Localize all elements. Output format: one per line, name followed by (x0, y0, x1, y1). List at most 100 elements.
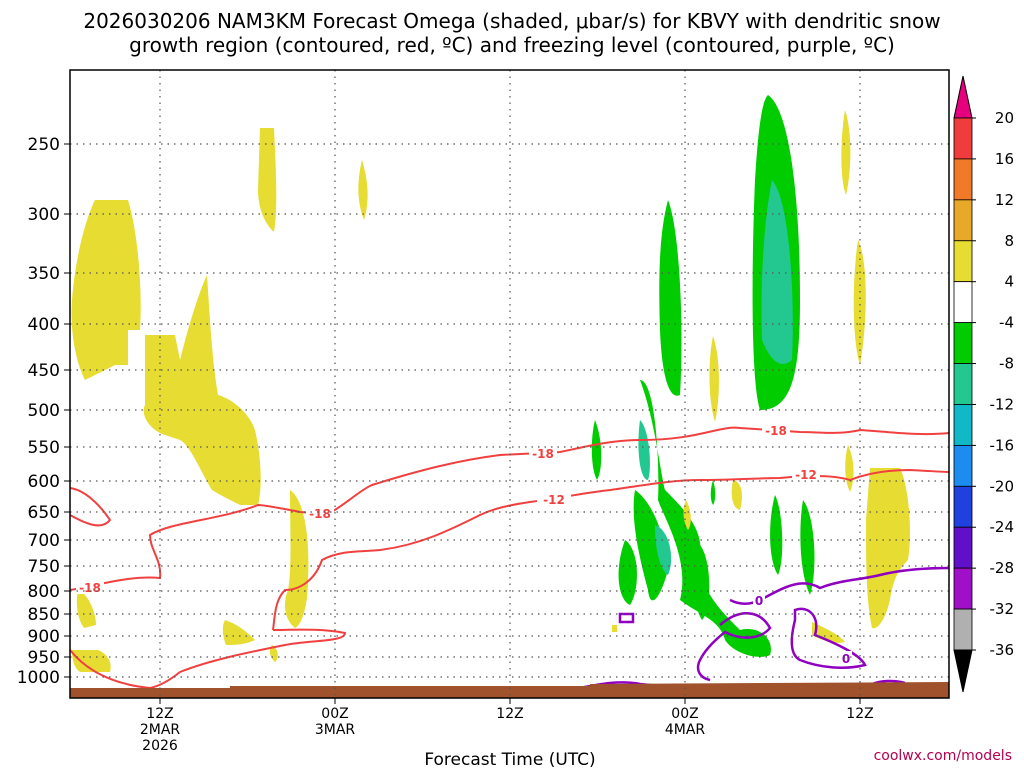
omega-rising-region (694, 545, 710, 620)
colorbar-segment (953, 567, 973, 610)
y-tick-label: 800 (28, 582, 60, 602)
source-credit: coolwx.com/models (874, 748, 1012, 764)
colorbar-segment (953, 158, 973, 201)
x-tick-label: 2026 (142, 738, 178, 754)
y-tick-label: 350 (28, 264, 60, 284)
colorbar-label: -20 (990, 477, 1015, 495)
colorbar-label: 16 (995, 150, 1014, 168)
colorbar-label: 20 (995, 109, 1014, 127)
colorbar-label: 4 (1004, 273, 1014, 291)
y-tick-label: 650 (28, 503, 60, 523)
omega-rising-region (638, 420, 650, 480)
colorbar-segment (953, 240, 973, 283)
chart-title-line1: 2026030206 NAM3KM Forecast Omega (shaded… (83, 9, 940, 33)
omega-shading (71, 95, 910, 672)
dgz-contour-label: -18 (765, 424, 787, 438)
dgz-contour-label: -18 (79, 581, 101, 595)
x-tick-label: 00Z (321, 706, 348, 722)
colorbar-label: -16 (990, 436, 1015, 454)
colorbar-label: -8 (999, 355, 1014, 373)
y-tick-label: 400 (28, 315, 60, 335)
colorbar-segment (953, 117, 973, 160)
terrain-strip (70, 682, 949, 698)
omega-sinking-region (683, 500, 691, 530)
y-tick-label: 300 (28, 205, 60, 225)
y-tick-label: 550 (28, 438, 60, 458)
colorbar-segment (953, 444, 973, 487)
colorbar-label: -24 (990, 518, 1015, 536)
y-axis: 2503003504004505005506006507007508008509… (17, 135, 70, 688)
x-tick-label: 00Z (671, 706, 698, 722)
omega-rising-region (761, 180, 793, 364)
omega-rising-region (655, 525, 672, 575)
colorbar-segment (953, 404, 973, 446)
dgz-contour-minus12 (272, 468, 950, 631)
y-tick-label: 500 (28, 401, 60, 421)
omega-sinking-region (284, 490, 309, 628)
dgz-contour-minus18 (69, 487, 112, 527)
colorbar-label: -4 (999, 314, 1014, 332)
freezing-contour-label: 0 (755, 594, 763, 608)
colorbar: 20 16 12 8 4 -4 -8 -12 -16 -20 -24 -28 -32 -36 (953, 75, 1015, 693)
omega-rising-region (659, 200, 682, 396)
x-tick-label: 12Z (846, 706, 873, 722)
freezing-contour (696, 612, 772, 682)
omega-rising-region (710, 480, 716, 505)
colorbar-label: -28 (990, 559, 1015, 577)
colorbar-segment (953, 485, 973, 528)
omega-rising-region (800, 500, 815, 595)
colorbar-segment (953, 199, 973, 242)
y-tick-label: 700 (28, 531, 60, 551)
dgz-contour-minus12 (69, 628, 347, 690)
y-tick-label: 950 (28, 648, 60, 668)
colorbar-label: -32 (990, 600, 1015, 618)
x-tick-label: 12Z (496, 706, 523, 722)
omega-sinking-region (612, 625, 617, 632)
y-tick-label: 1000 (17, 668, 60, 688)
omega-sinking-region (709, 336, 719, 422)
omega-sinking-region (853, 240, 866, 365)
freezing-contour (790, 607, 867, 669)
dgz-contour-label: -18 (309, 507, 331, 521)
omega-sinking-region (866, 468, 910, 629)
dgz-contour-label: -12 (795, 468, 817, 482)
omega-sinking-region (76, 590, 96, 628)
omega-sinking-region (72, 650, 111, 672)
colorbar-label: -36 (990, 641, 1015, 659)
omega-sinking-region (143, 275, 261, 505)
x-tick-label: 12Z (146, 706, 173, 722)
freezing-contour (759, 566, 950, 602)
dgz-contour-label: -18 (532, 447, 554, 461)
omega-rising-region (618, 540, 637, 605)
y-tick-label: 450 (28, 361, 60, 381)
omega-rising-region (633, 490, 668, 601)
colorbar-segment (953, 649, 973, 693)
y-tick-label: 250 (28, 135, 60, 155)
omega-sinking-region (71, 200, 141, 380)
x-axis-title: Forecast Time (UTC) (424, 750, 595, 768)
colorbar-segment (953, 363, 973, 405)
x-tick-label: 4MAR (665, 722, 706, 738)
colorbar-segment (953, 526, 973, 569)
omega-sinking-region (358, 160, 368, 220)
grid-lines (70, 70, 949, 698)
dgz-contour-label: -12 (543, 493, 565, 507)
x-tick-label: 2MAR (140, 722, 181, 738)
colorbar-segment (953, 281, 973, 324)
freezing-contour-labels: 0 0 (753, 593, 852, 666)
y-tick-label: 750 (28, 557, 60, 577)
omega-sinking-region (731, 480, 742, 510)
chart-title-line2: growth region (contoured, red, ºC) and f… (129, 33, 895, 57)
dgz-contour-minus18 (69, 426, 950, 591)
y-tick-label: 850 (28, 605, 60, 625)
colorbar-label: -12 (990, 395, 1015, 413)
omega-rising-region (770, 495, 783, 575)
omega-sinking-region (269, 645, 278, 662)
omega-sinking-region (841, 110, 851, 195)
colorbar-label: 8 (1004, 232, 1014, 250)
freezing-contour (618, 612, 635, 624)
colorbar-segment (953, 322, 973, 364)
omega-rising-region (591, 420, 602, 480)
